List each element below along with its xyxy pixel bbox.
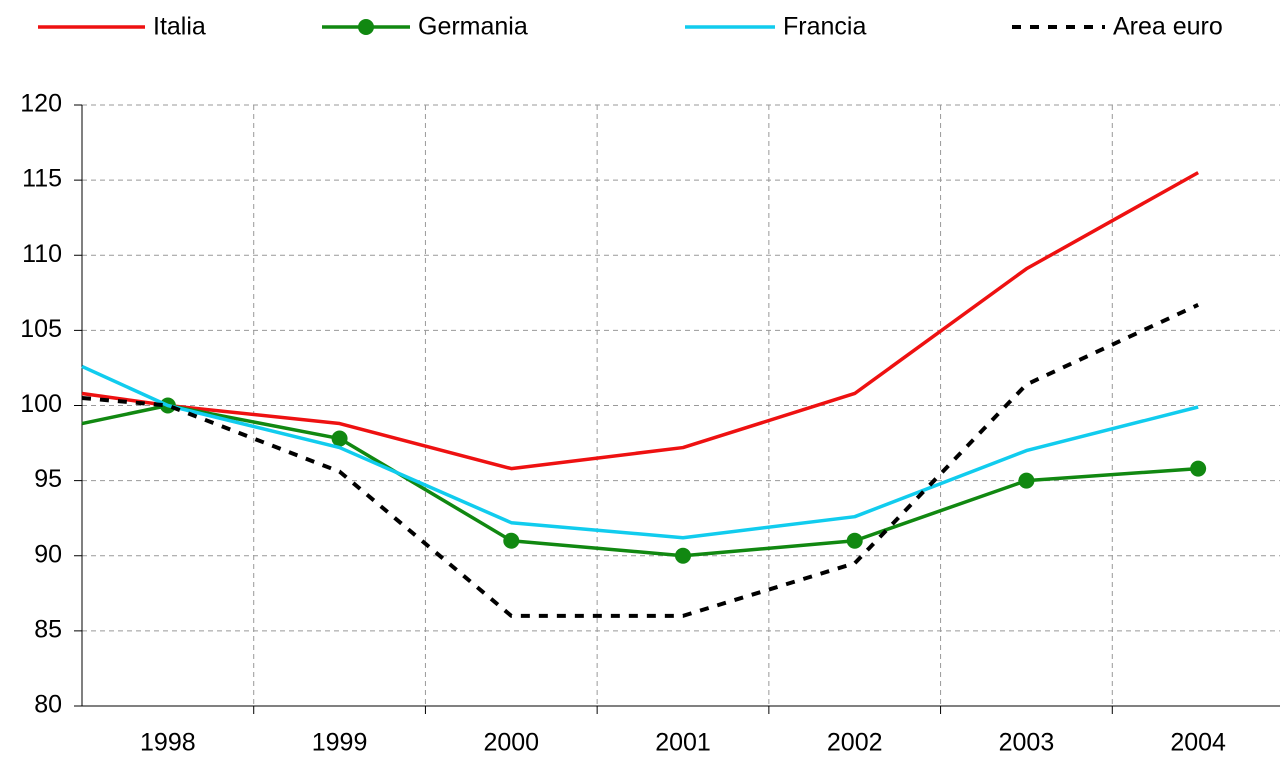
x-tick-label: 2002 bbox=[827, 729, 883, 757]
series-marker bbox=[675, 547, 691, 564]
y-tick-label: 85 bbox=[34, 615, 62, 643]
series-line bbox=[81, 303, 1199, 618]
series-marker bbox=[503, 532, 520, 549]
x-tick-label: 2004 bbox=[1170, 729, 1226, 757]
series-marker bbox=[1018, 472, 1035, 489]
legend-label: Italia bbox=[153, 13, 206, 41]
y-tick-label: 95 bbox=[34, 465, 62, 493]
legend-label: Area euro bbox=[1113, 13, 1223, 41]
x-tick-label: 2000 bbox=[483, 729, 539, 757]
y-tick-label: 100 bbox=[20, 390, 62, 418]
y-tick-label: 105 bbox=[20, 315, 62, 343]
series-marker bbox=[1190, 460, 1207, 477]
x-tick-label: 1998 bbox=[140, 729, 196, 757]
series-line bbox=[81, 364, 1199, 540]
series-marker bbox=[331, 430, 348, 447]
x-tick-label: 2003 bbox=[999, 729, 1055, 757]
legend-label: Germania bbox=[418, 13, 528, 41]
y-tick-label: 80 bbox=[34, 691, 62, 719]
series-marker bbox=[846, 532, 863, 549]
y-tick-label: 120 bbox=[20, 90, 62, 118]
y-tick-label: 110 bbox=[22, 240, 62, 268]
y-tick-label: 115 bbox=[22, 165, 62, 193]
series-line bbox=[81, 171, 1199, 471]
legend-label: Francia bbox=[783, 13, 866, 41]
x-tick-label: 2001 bbox=[655, 729, 711, 757]
y-tick-label: 90 bbox=[34, 540, 62, 568]
x-tick-label: 1999 bbox=[312, 729, 368, 757]
legend-marker bbox=[358, 19, 374, 35]
